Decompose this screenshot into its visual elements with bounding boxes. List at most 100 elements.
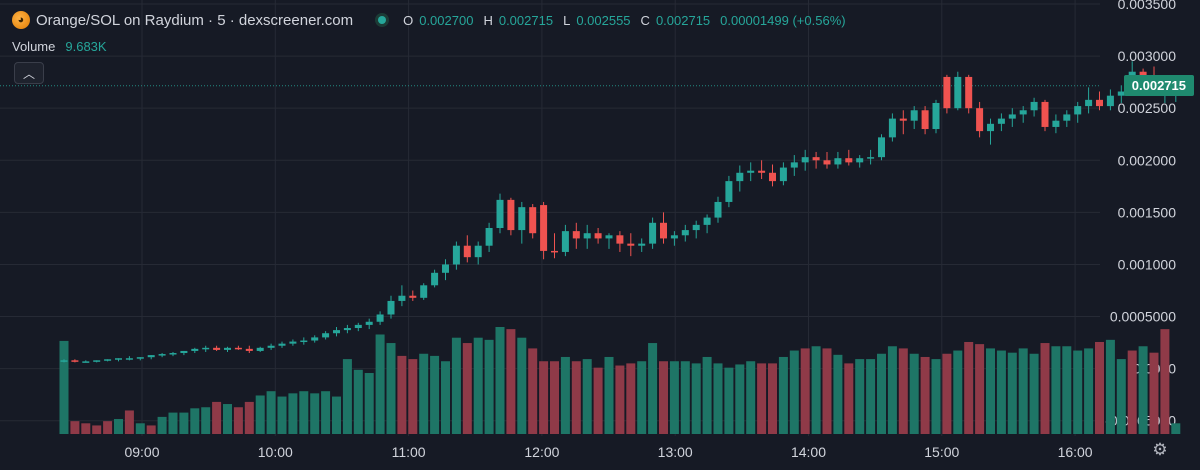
volume-bar <box>724 367 734 434</box>
candle-body <box>202 347 210 350</box>
volume-bar <box>833 354 843 434</box>
volume-bar <box>364 373 374 434</box>
volume-bar <box>691 363 701 434</box>
candle-body <box>736 172 744 182</box>
volume-bar <box>233 407 243 434</box>
candle-body <box>463 245 471 258</box>
volume-bar <box>768 363 777 434</box>
volume-bar <box>1160 329 1170 434</box>
y-tick-label: 0.002500 <box>1118 100 1177 116</box>
volume-bar <box>648 343 658 434</box>
candle-body <box>987 123 994 132</box>
volume-bar <box>353 369 363 434</box>
candle-body <box>638 243 646 246</box>
candle-body <box>60 360 68 362</box>
volume-bar <box>996 350 1006 434</box>
y-tick-label: 0.001500 <box>1118 204 1177 220</box>
candle-body <box>147 355 155 358</box>
volume-bar <box>310 393 320 434</box>
y-tick-label: 0.001000 <box>1118 256 1177 272</box>
volume-bar <box>1040 343 1050 434</box>
volume-bar <box>495 327 505 434</box>
candle-body <box>561 231 569 252</box>
volume-bar <box>659 361 668 434</box>
volume-bar <box>866 359 876 434</box>
candle-body <box>267 345 275 348</box>
volume-bar <box>201 407 211 434</box>
volume-bar <box>964 341 974 434</box>
candle-body <box>169 353 177 355</box>
candle-body <box>540 205 548 251</box>
volume-bar <box>375 334 385 434</box>
candle-body <box>191 348 199 351</box>
volume-bar <box>920 356 930 434</box>
volume-bar <box>604 356 614 434</box>
volume-bar <box>1029 353 1039 434</box>
ohlc-low-value: 0.002555 <box>576 12 631 28</box>
volume-bar <box>92 425 102 434</box>
candle-body <box>442 264 449 273</box>
volume-bar <box>560 356 570 434</box>
volume-bar <box>593 367 603 434</box>
volume-bar <box>942 353 952 434</box>
candle-body <box>681 230 689 236</box>
y-tick-label: 0.003500 <box>1118 0 1177 12</box>
candle-body <box>1019 110 1027 115</box>
volume-bar <box>451 337 461 434</box>
collapse-legend-button[interactable]: ︿ <box>14 62 44 84</box>
candle-body <box>93 360 101 362</box>
candle-body <box>431 272 439 286</box>
candle-body <box>997 118 1005 124</box>
volume-bar <box>539 361 549 434</box>
candle-body <box>583 233 591 239</box>
ohlc-close-key: C <box>640 12 650 28</box>
volume-bar <box>59 340 69 434</box>
volume-bar <box>146 425 156 434</box>
candle-body <box>834 158 842 165</box>
candle-body <box>213 347 221 350</box>
candle-body <box>256 347 264 351</box>
volume-bar <box>462 343 472 434</box>
candle-body <box>343 328 351 331</box>
gear-icon[interactable]: ⚙ <box>1152 440 1168 459</box>
y-tick-label: 0.003000 <box>1118 48 1177 64</box>
ohlc-high-value: 0.002715 <box>498 12 554 28</box>
volume-bar <box>1116 359 1126 434</box>
candle-body <box>823 160 831 165</box>
chevron-up-icon: ︿ <box>22 66 35 81</box>
candle-body <box>354 324 362 329</box>
volume-bar <box>778 356 788 434</box>
volume-bar <box>332 396 341 434</box>
ohlc-open-value: 0.002700 <box>419 12 474 28</box>
volume-bar <box>953 350 963 434</box>
candle-body <box>769 172 776 182</box>
x-tick-label: 15:00 <box>924 444 959 460</box>
volume-bar <box>135 423 145 434</box>
volume-bar <box>1149 352 1159 434</box>
candle-body <box>1096 99 1103 107</box>
ohlc-open-key: O <box>403 12 414 28</box>
volume-bar <box>397 355 407 434</box>
volume-bar <box>1062 346 1072 434</box>
candle-body <box>278 343 286 346</box>
volume-bar <box>419 353 429 434</box>
candle-body <box>1074 106 1082 115</box>
volume-bar <box>1084 348 1094 434</box>
candle-body <box>758 170 766 173</box>
volume-bar <box>735 364 745 434</box>
candle-body <box>115 358 122 360</box>
volume-bar <box>877 353 886 434</box>
volume-bar <box>528 348 538 434</box>
candle-body <box>932 102 940 130</box>
volume-bar <box>1171 423 1181 434</box>
volume-bar <box>898 348 908 434</box>
volume-bar <box>746 361 756 434</box>
volume-bar <box>517 337 527 434</box>
volume-bar <box>909 353 919 434</box>
volume-legend: Volume 9.683K <box>12 39 107 54</box>
volume-bar <box>1007 352 1017 434</box>
candle-body <box>714 201 722 218</box>
volume-value: 9.683K <box>65 39 107 54</box>
